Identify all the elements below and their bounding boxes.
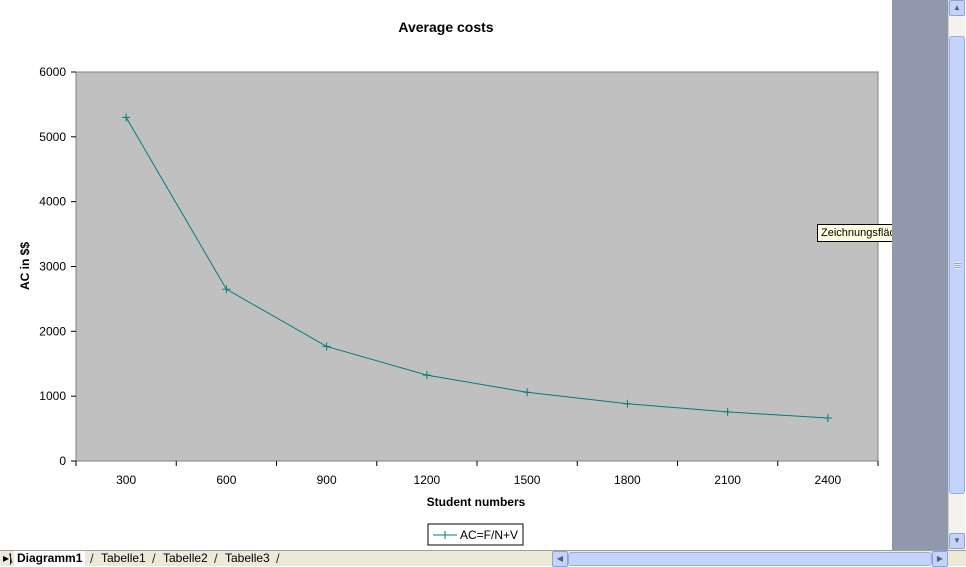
chart-sheet[interactable]: Average costs 0 1000 2000 3000 4000 5000 6000 … [0,0,912,550]
tab-diagramm1[interactable]: Diagramm1 [14,551,86,566]
y-tick-label: 3000 [39,260,66,274]
vertical-scrollbar[interactable]: ▲ ▼ [948,0,965,550]
x-tick-label: 2100 [714,473,741,487]
tab-separator: / [214,551,218,566]
x-tick-label: 2400 [815,473,842,487]
y-tick-label: 1000 [39,389,66,403]
tab-tabelle2[interactable]: Tabelle2 [163,551,208,565]
x-tick-label: 1500 [514,473,541,487]
x-tick-label: 900 [317,473,337,487]
series-line[interactable] [125,117,828,419]
scroll-down-button[interactable]: ▼ [949,533,965,549]
tab-separator: \ [9,551,13,566]
plot-area[interactable] [75,71,879,462]
tab-tabelle1[interactable]: Tabelle1 [101,551,146,565]
legend[interactable]: AC=F/N+V [427,523,524,546]
y-tick-label: 2000 [39,324,66,338]
x-tick-label: 1800 [614,473,641,487]
workspace-background [892,0,948,550]
x-tick-label: 600 [216,473,236,487]
scroll-up-button[interactable]: ▲ [949,0,965,16]
scroll-grip-icon [954,262,961,269]
y-tick-label: 5000 [39,130,66,144]
x-tick-label: 300 [116,473,136,487]
data-point[interactable] [823,414,832,423]
vertical-scroll-thumb[interactable] [949,36,965,494]
legend-box[interactable] [427,523,524,546]
data-point[interactable] [422,371,431,380]
y-tick-label: 0 [59,454,66,468]
tab-tabelle3[interactable]: Tabelle3 [225,551,270,565]
series-group[interactable] [122,113,832,423]
data-point[interactable] [322,342,331,351]
data-point[interactable] [723,407,732,416]
y-axis[interactable]: 0 1000 2000 3000 4000 5000 6000 [39,65,76,468]
tab-separator: / [90,551,94,566]
legend-marker [441,531,449,539]
data-point[interactable] [222,285,231,294]
tooltip: Zeichnungsfläche [817,224,912,242]
y-tick-label: 6000 [39,65,66,79]
scroll-right-button[interactable]: ▶ [932,551,948,567]
data-point[interactable] [623,399,632,408]
horizontal-scrollbar[interactable]: ◀ ▶ [552,551,948,567]
sheet-tab-bar: ▸| \ Diagramm1 / Tabelle1 / Tabelle2 / T… [0,550,966,567]
y-axis-title[interactable]: AC in $$ [18,242,32,290]
y-tick-label: 4000 [39,195,66,209]
x-axis[interactable]: 300 600 900 1200 1500 1800 2100 2400 [75,461,879,487]
tab-separator: / [276,551,280,566]
legend-label: AC=F/N+V [460,528,518,542]
tab-separator: / [152,551,156,566]
data-point[interactable] [122,113,131,122]
x-tick-label: 1200 [414,473,441,487]
tab-scroll-last-icon[interactable]: ▸| [3,551,13,565]
scroll-left-button[interactable]: ◀ [552,551,568,567]
data-point[interactable] [523,388,532,397]
x-axis-title[interactable]: Student numbers [427,495,526,509]
chart[interactable]: Average costs 0100020003000400050006000 … [0,0,892,550]
horizontal-scroll-thumb[interactable] [568,552,932,566]
chart-title[interactable]: Average costs [398,19,493,35]
